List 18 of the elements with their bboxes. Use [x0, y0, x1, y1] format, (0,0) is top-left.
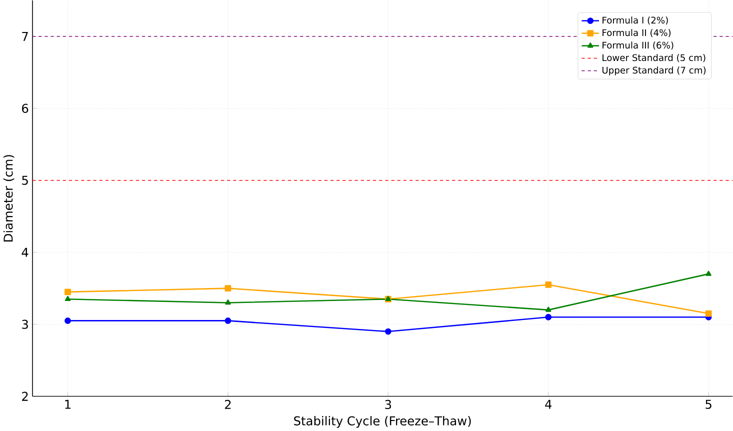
legend-label: Formula III (6%): [602, 41, 674, 50]
x-axis-title: Stability Cycle (Freeze–Thaw): [294, 416, 471, 428]
x-tick-label: 1: [65, 400, 70, 409]
y-axis-title: Diameter (cm): [3, 154, 14, 242]
y-tick-label: 3: [22, 320, 28, 329]
legend-label: Formula II (4%): [602, 28, 671, 38]
legend-label: Upper Standard (7 cm): [602, 66, 706, 76]
y-tick-label: 5: [22, 176, 28, 185]
x-tick-label: 2: [224, 400, 231, 409]
y-tick-label: 7: [22, 32, 28, 41]
y-tick-label: 2: [22, 392, 28, 401]
x-tick-label: 3: [385, 400, 392, 409]
x-tick-label: 5: [706, 400, 712, 409]
legend-label: Lower Standard (5 cm): [602, 54, 706, 62]
x-tick-label: 4: [545, 400, 552, 409]
legend-label: Formula I (2%): [602, 16, 668, 25]
y-tick-label: 4: [22, 248, 28, 257]
y-tick-label: 6: [22, 104, 28, 113]
